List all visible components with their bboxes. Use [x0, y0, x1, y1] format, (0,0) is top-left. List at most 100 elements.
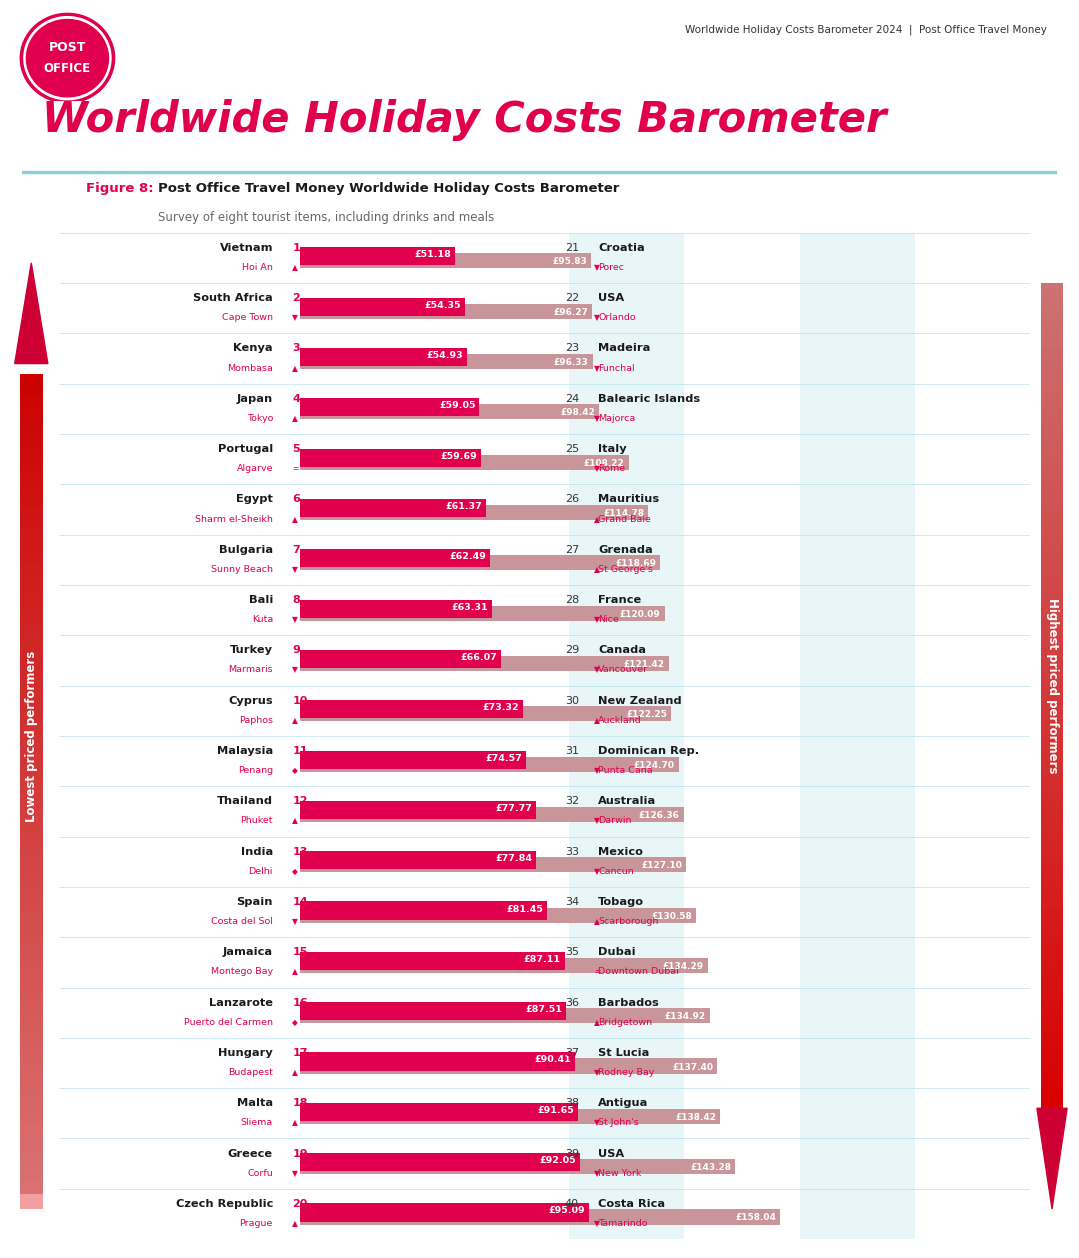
Text: 25: 25: [564, 444, 579, 454]
Bar: [1041, 976, 1063, 985]
Bar: [19, 935, 43, 944]
Text: £134.92: £134.92: [665, 1013, 706, 1021]
Text: Kenya: Kenya: [233, 343, 273, 353]
Text: St Lucia: St Lucia: [599, 1048, 650, 1058]
Bar: [1041, 786, 1063, 795]
Bar: [1041, 308, 1063, 316]
Text: ▼: ▼: [595, 414, 600, 423]
Bar: [1041, 366, 1063, 374]
Text: Survey of eight tourist items, including drinks and meals: Survey of eight tourist items, including…: [158, 211, 494, 224]
Bar: [19, 638, 43, 645]
Text: 21: 21: [564, 243, 579, 253]
Text: =: =: [292, 464, 299, 473]
Bar: [19, 382, 43, 390]
Bar: [19, 696, 43, 703]
Text: 3: 3: [292, 343, 300, 353]
Text: Figure 8:: Figure 8:: [86, 181, 154, 195]
Bar: [19, 415, 43, 423]
Text: Post Office Travel Money Worldwide Holiday Costs Barometer: Post Office Travel Money Worldwide Holid…: [158, 181, 619, 195]
Bar: [19, 1025, 43, 1034]
Text: Canada: Canada: [599, 645, 646, 655]
Text: Mauritius: Mauritius: [599, 494, 659, 504]
Text: Egypt: Egypt: [236, 494, 273, 504]
Text: Tobago: Tobago: [599, 897, 644, 907]
Bar: [19, 1050, 43, 1058]
Bar: [1041, 754, 1063, 761]
Text: 27: 27: [564, 545, 579, 555]
Text: France: France: [599, 595, 642, 605]
Text: Paphos: Paphos: [238, 716, 273, 725]
Text: ▼: ▼: [292, 665, 298, 674]
Text: Turkey: Turkey: [230, 645, 273, 655]
Bar: [570, 233, 684, 1239]
Text: £81.45: £81.45: [507, 905, 544, 913]
Bar: [19, 918, 43, 927]
Bar: [19, 1133, 43, 1141]
Bar: [19, 1001, 43, 1009]
Text: Mexico: Mexico: [599, 847, 643, 857]
Bar: [1041, 704, 1063, 712]
Bar: [1041, 564, 1063, 572]
Bar: [1041, 440, 1063, 448]
Text: Bali: Bali: [248, 595, 273, 605]
Bar: [300, 706, 671, 721]
Text: £87.51: £87.51: [525, 1005, 562, 1014]
Bar: [1041, 761, 1063, 770]
Text: Highest priced performers: Highest priced performers: [1046, 598, 1058, 774]
Text: £51.18: £51.18: [414, 250, 452, 259]
Bar: [1041, 638, 1063, 647]
Bar: [19, 877, 43, 886]
Bar: [1041, 918, 1063, 927]
Ellipse shape: [26, 19, 108, 97]
Bar: [19, 448, 43, 457]
Bar: [300, 303, 592, 318]
Text: St George's: St George's: [599, 565, 653, 574]
Bar: [1041, 457, 1063, 464]
Bar: [19, 1083, 43, 1092]
Bar: [300, 504, 648, 520]
Bar: [19, 893, 43, 902]
Bar: [19, 439, 43, 448]
Bar: [19, 1018, 43, 1025]
Text: Grand Baie: Grand Baie: [599, 515, 652, 523]
Bar: [300, 756, 679, 771]
Text: ▼: ▼: [292, 313, 298, 322]
Bar: [1041, 399, 1063, 406]
Text: Worldwide Holiday Costs Barometer 2024  |  Post Office Travel Money: Worldwide Holiday Costs Barometer 2024 |…: [685, 25, 1047, 35]
Text: £143.28: £143.28: [691, 1164, 732, 1172]
Bar: [1041, 596, 1063, 605]
Bar: [300, 1209, 780, 1224]
Bar: [1041, 737, 1063, 745]
Text: ▲: ▲: [292, 967, 298, 976]
Text: 37: 37: [564, 1048, 579, 1058]
Bar: [19, 835, 43, 844]
Text: 40: 40: [564, 1199, 579, 1209]
Text: Prague: Prague: [240, 1219, 273, 1228]
Bar: [1041, 431, 1063, 440]
Bar: [1041, 382, 1063, 390]
Text: 35: 35: [565, 947, 579, 957]
Ellipse shape: [24, 16, 111, 99]
Bar: [1041, 687, 1063, 696]
Bar: [19, 927, 43, 935]
Bar: [19, 390, 43, 399]
Bar: [1041, 316, 1063, 325]
Text: Darwin: Darwin: [599, 816, 632, 825]
Text: Algarve: Algarve: [236, 464, 273, 473]
Text: £137.40: £137.40: [672, 1063, 713, 1072]
Bar: [1041, 1043, 1063, 1050]
Text: £90.41: £90.41: [534, 1055, 571, 1064]
Bar: [1041, 795, 1063, 803]
Text: £96.27: £96.27: [554, 308, 588, 317]
Bar: [19, 737, 43, 745]
Bar: [1041, 1025, 1063, 1034]
Bar: [19, 547, 43, 555]
Text: 8: 8: [292, 595, 300, 605]
Text: Cape Town: Cape Town: [222, 313, 273, 322]
Text: 15: 15: [292, 947, 308, 957]
Bar: [19, 795, 43, 803]
Text: 20: 20: [292, 1199, 308, 1209]
Text: 22: 22: [564, 293, 579, 303]
Text: £91.65: £91.65: [537, 1106, 574, 1115]
Bar: [1041, 671, 1063, 679]
